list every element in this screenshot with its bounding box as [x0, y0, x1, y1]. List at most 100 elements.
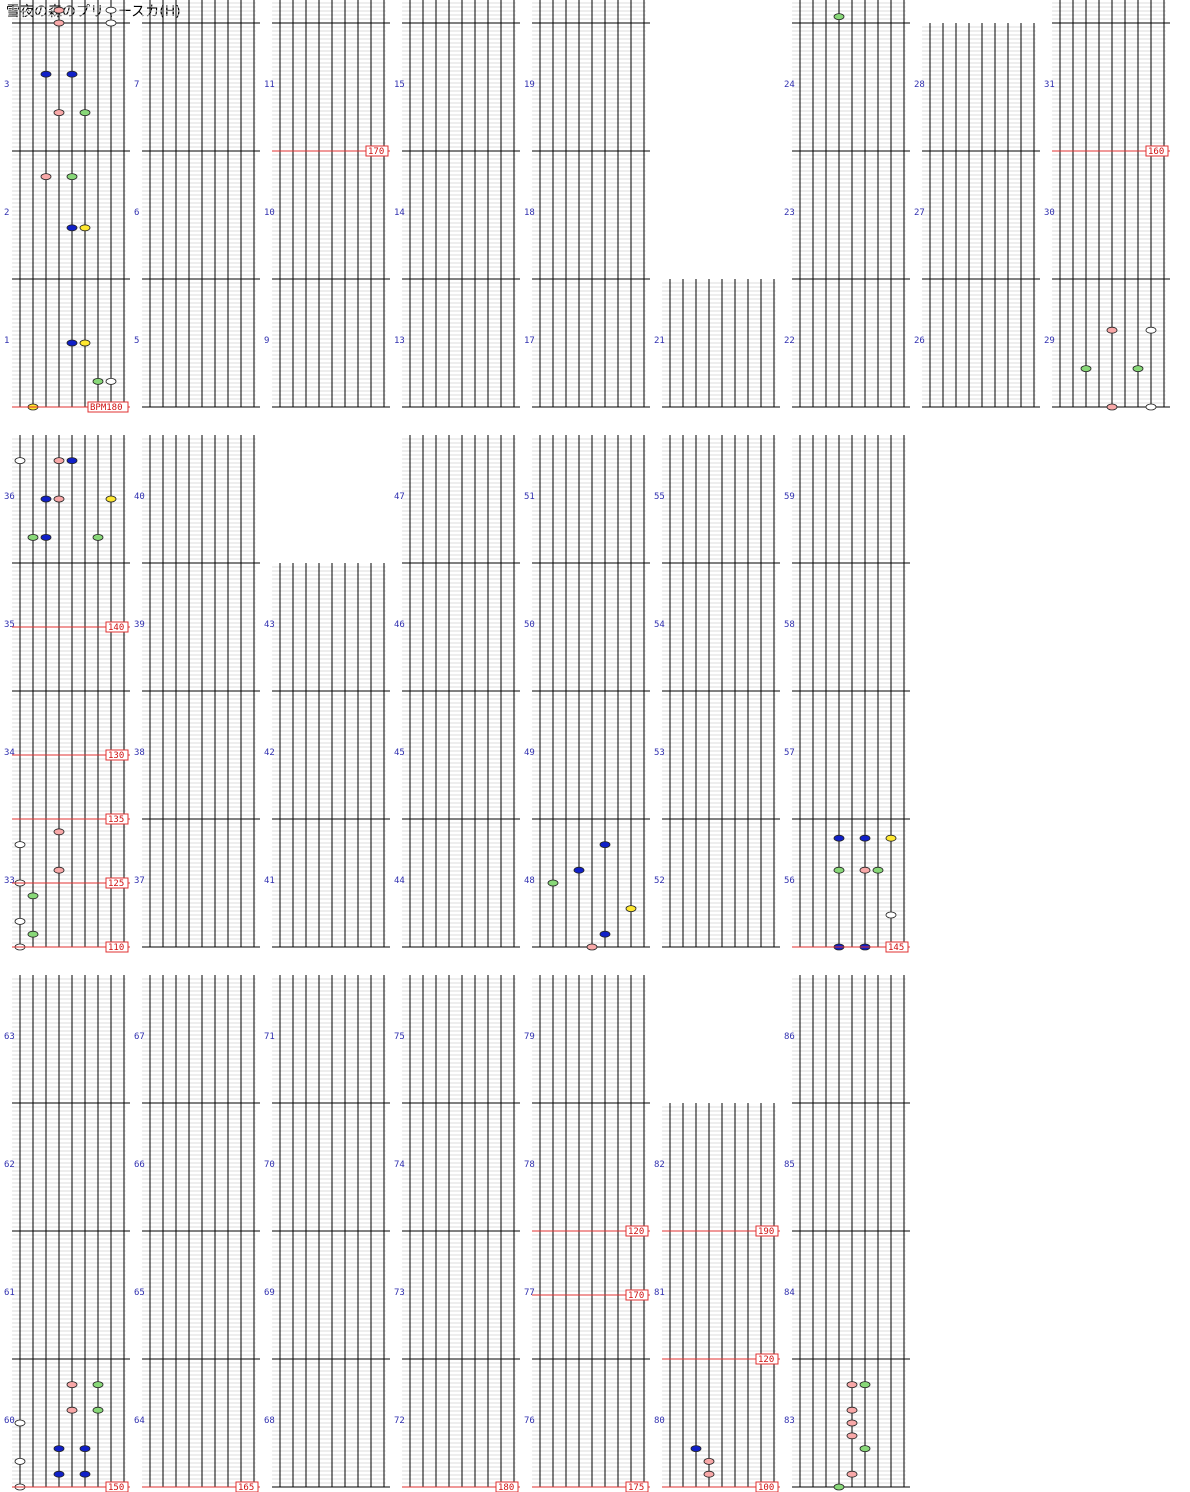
- note: [66, 339, 78, 347]
- measure-number: 44: [394, 876, 405, 886]
- measure-number: 80: [654, 1416, 665, 1426]
- note: [885, 834, 897, 842]
- note: [53, 1445, 65, 1452]
- measure-number: 24: [784, 80, 795, 90]
- bpm-box: [625, 1225, 649, 1237]
- note: [27, 930, 39, 938]
- measure-number: 78: [524, 1160, 535, 1170]
- note: [859, 1445, 871, 1452]
- note: [79, 1470, 91, 1478]
- note: [27, 892, 39, 900]
- note: [846, 1419, 858, 1427]
- note: [846, 1381, 858, 1388]
- measure-number: 66: [134, 1160, 145, 1170]
- note: [833, 866, 845, 874]
- bpm-label: 180: [498, 1483, 514, 1492]
- measure-number: 5: [134, 336, 139, 346]
- bpm-label: BPM180: [90, 403, 123, 413]
- note: [92, 377, 104, 385]
- note: [53, 6, 65, 14]
- measure-number: 28: [914, 80, 925, 90]
- measure-number: 38: [134, 748, 145, 758]
- measure-number: 15: [394, 80, 405, 90]
- note: [833, 13, 845, 21]
- measure-number: 3: [4, 80, 9, 90]
- note: [40, 70, 52, 78]
- note: [599, 841, 611, 848]
- note: [27, 534, 39, 541]
- measure-number: 57: [784, 748, 795, 758]
- measure-number: 19: [524, 80, 535, 90]
- measure-number: 29: [1044, 336, 1055, 346]
- note: [703, 1458, 715, 1465]
- bpm-box: [625, 1289, 649, 1301]
- measure-number: 36: [4, 492, 15, 502]
- note: [53, 109, 65, 116]
- note: [53, 457, 65, 465]
- note: [53, 828, 65, 836]
- note: [53, 495, 65, 503]
- bpm-box: [105, 813, 129, 825]
- note: [40, 495, 52, 503]
- note: [859, 1381, 871, 1388]
- bpm-label: 165: [238, 1483, 254, 1492]
- measure-number: 53: [654, 748, 665, 758]
- bpm-label: 130: [108, 751, 124, 761]
- bpm-box: [885, 941, 909, 953]
- note: [833, 834, 845, 842]
- measure-number: 23: [784, 208, 795, 218]
- measure-number: 1: [4, 336, 9, 346]
- bpm-label: 100: [758, 1483, 774, 1492]
- measure-number: 68: [264, 1416, 275, 1426]
- note: [599, 930, 611, 938]
- measure-number: 37: [134, 876, 145, 886]
- measure-number: 59: [784, 492, 795, 502]
- note: [79, 339, 91, 347]
- measure-number: 67: [134, 1032, 145, 1042]
- note: [573, 866, 585, 874]
- note: [14, 918, 26, 925]
- note: [1145, 403, 1157, 411]
- bpm-box: [755, 1481, 779, 1492]
- note: [92, 1381, 104, 1388]
- note: [92, 534, 104, 541]
- note: [14, 1419, 26, 1427]
- measure-number: 13: [394, 336, 405, 346]
- measure-number: 50: [524, 620, 535, 630]
- note: [1145, 326, 1157, 334]
- measure-number: 84: [784, 1288, 795, 1298]
- bpm-box: [365, 145, 389, 157]
- measure-number: 31: [1044, 80, 1055, 90]
- bpm-box: [105, 1481, 129, 1492]
- bpm-box: [625, 1481, 649, 1492]
- measure-number: 76: [524, 1416, 535, 1426]
- measure-number: 48: [524, 876, 535, 886]
- note: [66, 457, 78, 465]
- note: [690, 1445, 702, 1452]
- measure-number: 6: [134, 208, 139, 218]
- measure-number: 75: [394, 1032, 405, 1042]
- note: [53, 866, 65, 874]
- note: [14, 457, 26, 465]
- note: [53, 1470, 65, 1478]
- bpm-box: [87, 401, 129, 413]
- measure-number: 73: [394, 1288, 405, 1298]
- note: [92, 1406, 104, 1414]
- measure-number: 2: [4, 208, 9, 218]
- bpm-box: [105, 877, 129, 889]
- measure-number: 45: [394, 748, 405, 758]
- note: [833, 1483, 845, 1491]
- measure-number: 81: [654, 1288, 665, 1298]
- measure-number: 14: [394, 208, 405, 218]
- measure-number: 39: [134, 620, 145, 630]
- note: [885, 911, 897, 919]
- note: [40, 534, 52, 541]
- measure-number: 10: [264, 208, 275, 218]
- note: [859, 866, 871, 874]
- bpm-label: 150: [108, 1483, 124, 1492]
- note: [66, 1381, 78, 1388]
- measure-number: 17: [524, 336, 535, 346]
- note: [14, 841, 26, 848]
- measure-number: 74: [394, 1160, 405, 1170]
